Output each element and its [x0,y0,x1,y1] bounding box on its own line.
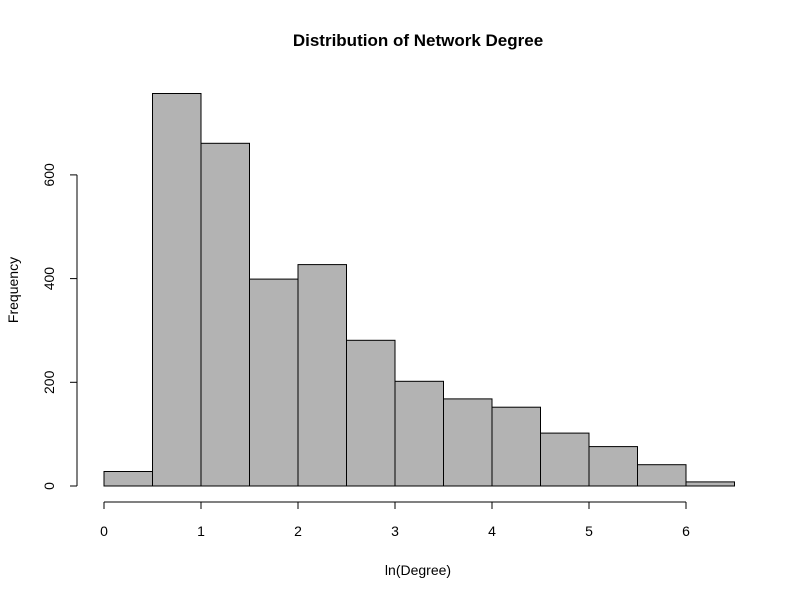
histogram-bar [249,278,299,487]
x-axis-title: ln(Degree) [385,562,451,578]
histogram-bar [200,142,250,487]
x-axis: 0 1 2 3 4 5 6 [100,501,690,539]
histogram-bar [540,432,590,487]
y-tick-label: 400 [41,267,57,291]
x-tick-label: 5 [585,523,593,539]
x-tick-label: 6 [682,523,690,539]
histogram-bar [103,471,153,487]
histogram-bar [394,380,444,487]
x-tick-label: 3 [391,523,399,539]
y-tick-label: 200 [41,370,57,394]
histogram-bar [152,93,202,487]
x-tick-label: 1 [197,523,205,539]
histogram-bar [443,398,493,487]
y-axis-title: Frequency [5,257,21,323]
histogram-bar [491,406,541,487]
histogram-bar [637,464,687,487]
histogram-bar [297,264,347,487]
x-tick-label: 0 [100,523,108,539]
histogram-bar [346,339,396,487]
histogram-bar [685,481,735,487]
bar-group [103,93,735,487]
y-tick-label: 0 [41,482,57,490]
x-tick-label: 4 [488,523,496,539]
chart-title: Distribution of Network Degree [293,31,543,50]
histogram-bar [588,446,638,487]
x-tick-label: 2 [294,523,302,539]
y-tick-label: 600 [41,163,57,187]
y-axis: 0 200 400 600 [41,163,78,490]
